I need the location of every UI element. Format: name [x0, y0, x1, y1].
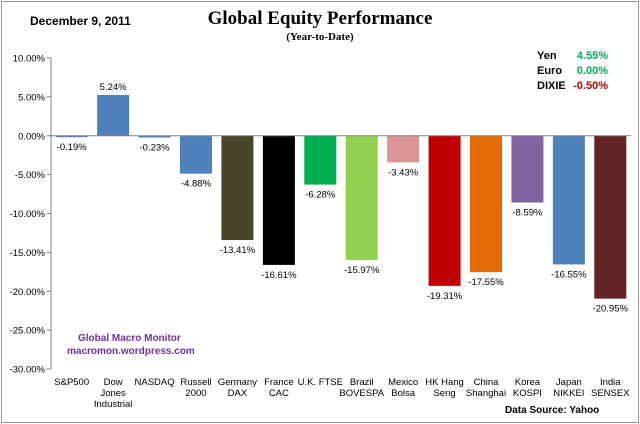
data-label: -16.55% [551, 269, 587, 280]
bar [221, 135, 254, 241]
category-label: Japan NIKKEI [553, 377, 584, 399]
bar [428, 135, 461, 286]
legend-name-dixie: DIXIE [537, 80, 566, 92]
bar [138, 135, 171, 138]
watermark-title: Global Macro Monitor [78, 333, 181, 344]
y-tick-label: -25.00% [10, 326, 46, 337]
y-tick-label: 5.00% [18, 92, 45, 103]
legend-name-yen: Yen [537, 50, 557, 62]
category-label: S&P500 [54, 377, 89, 388]
category-label: Germany DAX [218, 377, 257, 399]
data-source: Data Source: Yahoo [505, 405, 600, 416]
category-label: China Shanghai [466, 377, 506, 399]
y-tick-label: -20.00% [10, 287, 46, 298]
category-label: India SENSEX [591, 377, 630, 399]
category-label: Russell 2000 [180, 377, 211, 399]
y-tick-label: -10.00% [10, 209, 46, 220]
bar [345, 135, 378, 260]
data-label: -19.31% [427, 291, 463, 302]
data-label: 5.24% [100, 82, 127, 93]
data-label: -3.43% [388, 167, 419, 178]
bar [387, 135, 420, 163]
y-tick-label: -30.00% [10, 365, 46, 376]
category-label: U.K. FTSE [298, 377, 343, 388]
data-label: -4.88% [181, 179, 212, 190]
legend-value-dixie: -0.50% [573, 80, 608, 92]
category-label: Dow Jones Industrial [94, 377, 133, 410]
bar [511, 135, 544, 203]
y-tick-label: 0.00% [18, 131, 45, 142]
data-label: -0.19% [57, 142, 88, 153]
category-label: NASDAQ [135, 377, 175, 388]
watermark-url: macromon.wordpress.com [67, 346, 195, 357]
y-tick-label: -15.00% [10, 248, 46, 259]
category-label: Korea KOSPI [513, 377, 542, 399]
data-label: -6.28% [305, 190, 336, 201]
data-label: -16.61% [261, 270, 297, 281]
data-label: -20.95% [593, 304, 629, 315]
bar [470, 135, 502, 273]
data-label: -8.59% [512, 208, 543, 219]
y-tick-label: -5.00% [15, 170, 46, 181]
bar [180, 135, 212, 174]
category-label: France CAC [264, 377, 294, 399]
data-label: -0.23% [140, 143, 171, 154]
data-label: -17.55% [468, 277, 504, 288]
legend-name-euro: Euro [537, 65, 563, 77]
category-label: HK Hang Seng [425, 377, 464, 399]
bar [304, 135, 337, 185]
date-label: December 9, 2011 [30, 14, 131, 28]
y-tick-label: 10.00% [13, 54, 46, 65]
data-label: -15.97% [344, 265, 380, 276]
chart-title: Global Equity Performance [207, 8, 433, 29]
category-label: Mexico Bolsa [388, 377, 418, 399]
category-label: Brazil BOVESPA [339, 377, 384, 399]
bar [97, 95, 130, 136]
bar [594, 135, 627, 299]
data-label: -13.41% [220, 245, 256, 256]
bar [55, 135, 88, 138]
legend-value-euro: 0.00% [576, 65, 608, 77]
legend-value-yen: 4.55% [576, 50, 608, 62]
chart-subtitle: (Year-to-Date) [286, 31, 354, 43]
bar [552, 135, 585, 265]
bar [262, 135, 295, 265]
